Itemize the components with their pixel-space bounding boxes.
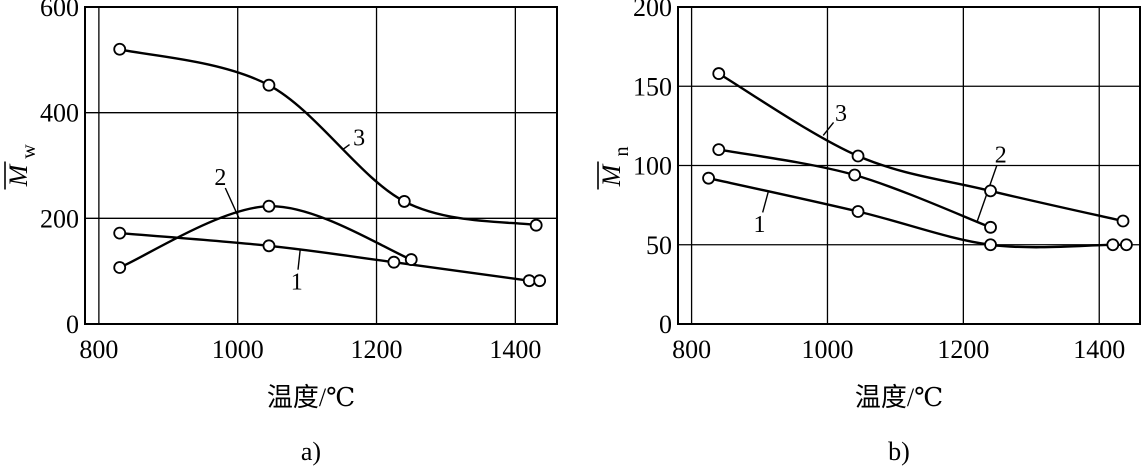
x-axis-label: 温度/℃ [267,383,355,412]
y-axis-label-main: M [4,163,33,187]
y-axis-label-sub: n [611,147,633,157]
x-tick-label: 1200 [351,335,403,364]
x-tick-label: 1000 [212,335,264,364]
data-point-series-2 [113,261,127,274]
y-axis-label: Mw [4,144,40,190]
series-line-3 [119,48,537,227]
data-point-series-1 [1106,238,1120,252]
data-point-series-2 [712,143,726,157]
data-point-series-1 [702,171,715,185]
data-point-series-3 [712,67,726,80]
data-point-series-2 [984,220,997,234]
y-tick-label: 400 [40,99,79,128]
data-point-series-2 [404,253,418,266]
data-point-series-2 [848,168,862,182]
data-point-series-3 [851,149,865,163]
data-point-series-1 [851,205,865,218]
y-tick-label: 0 [66,310,79,339]
x-tick-label: 1200 [937,335,989,364]
y-tick-label: 0 [659,310,672,339]
panel-label: a) [301,437,321,466]
series-label-leader-3 [822,122,835,136]
series-label-2: 2 [214,165,226,191]
data-point-series-1 [1120,238,1133,252]
data-point-series-1 [113,226,127,240]
y-tick-label: 200 [40,204,79,233]
plot-frame [677,6,1141,325]
data-point-series-2 [262,199,276,213]
data-point-series-1 [262,239,276,253]
y-tick-label: 100 [633,152,672,181]
chart-panel-b: 800 1000 1200 1400 0 50 100 150 200 温度/℃ Mn b) 1 2 3 [597,0,1141,466]
data-point-series-3 [113,42,127,56]
series-label-1: 1 [754,212,766,238]
x-axis-label: 温度/℃ [855,383,943,412]
series-label-1: 1 [291,270,303,296]
x-tick-label: 800 [672,335,711,364]
y-axis-label-sub: w [18,144,40,159]
plot-frame [84,6,558,325]
x-tick-label: 1000 [801,335,853,364]
y-tick-label: 200 [633,0,672,22]
series-line-1 [708,177,1129,249]
data-point-series-1 [522,274,536,288]
data-point-series-1 [387,255,401,269]
x-tick-label: 1400 [489,335,541,364]
series-label-2: 2 [995,142,1007,168]
data-point-series-3 [529,218,543,232]
y-tick-label: 50 [646,231,672,260]
panel-label: b) [888,437,910,466]
series-label-leader-3 [342,144,350,150]
x-tick-label: 800 [79,335,118,364]
data-point-series-1 [984,238,997,252]
y-axis-label: Mn [597,147,633,190]
series-label-3: 3 [835,101,847,127]
y-tick-label: 150 [633,72,672,101]
data-point-series-3 [984,184,997,198]
series-label-leader-1 [761,191,770,213]
chart-panel-a: 800 1000 1200 1400 0 200 400 600 温度/℃ Mw a) 1 2 3 [4,0,558,466]
y-axis-label-main: M [597,163,626,187]
data-point-series-3 [1116,214,1130,228]
data-point-series-3 [397,195,411,208]
series-label-leader-1 [297,249,301,270]
x-tick-label: 1400 [1073,335,1125,364]
series-line-1 [119,231,545,284]
y-tick-label: 600 [40,0,79,22]
data-point-series-1 [533,274,547,288]
data-point-series-3 [262,78,276,92]
series-label-3: 3 [353,125,365,151]
series-line-3 [718,72,1124,223]
series-label-leader-2 [224,187,240,219]
